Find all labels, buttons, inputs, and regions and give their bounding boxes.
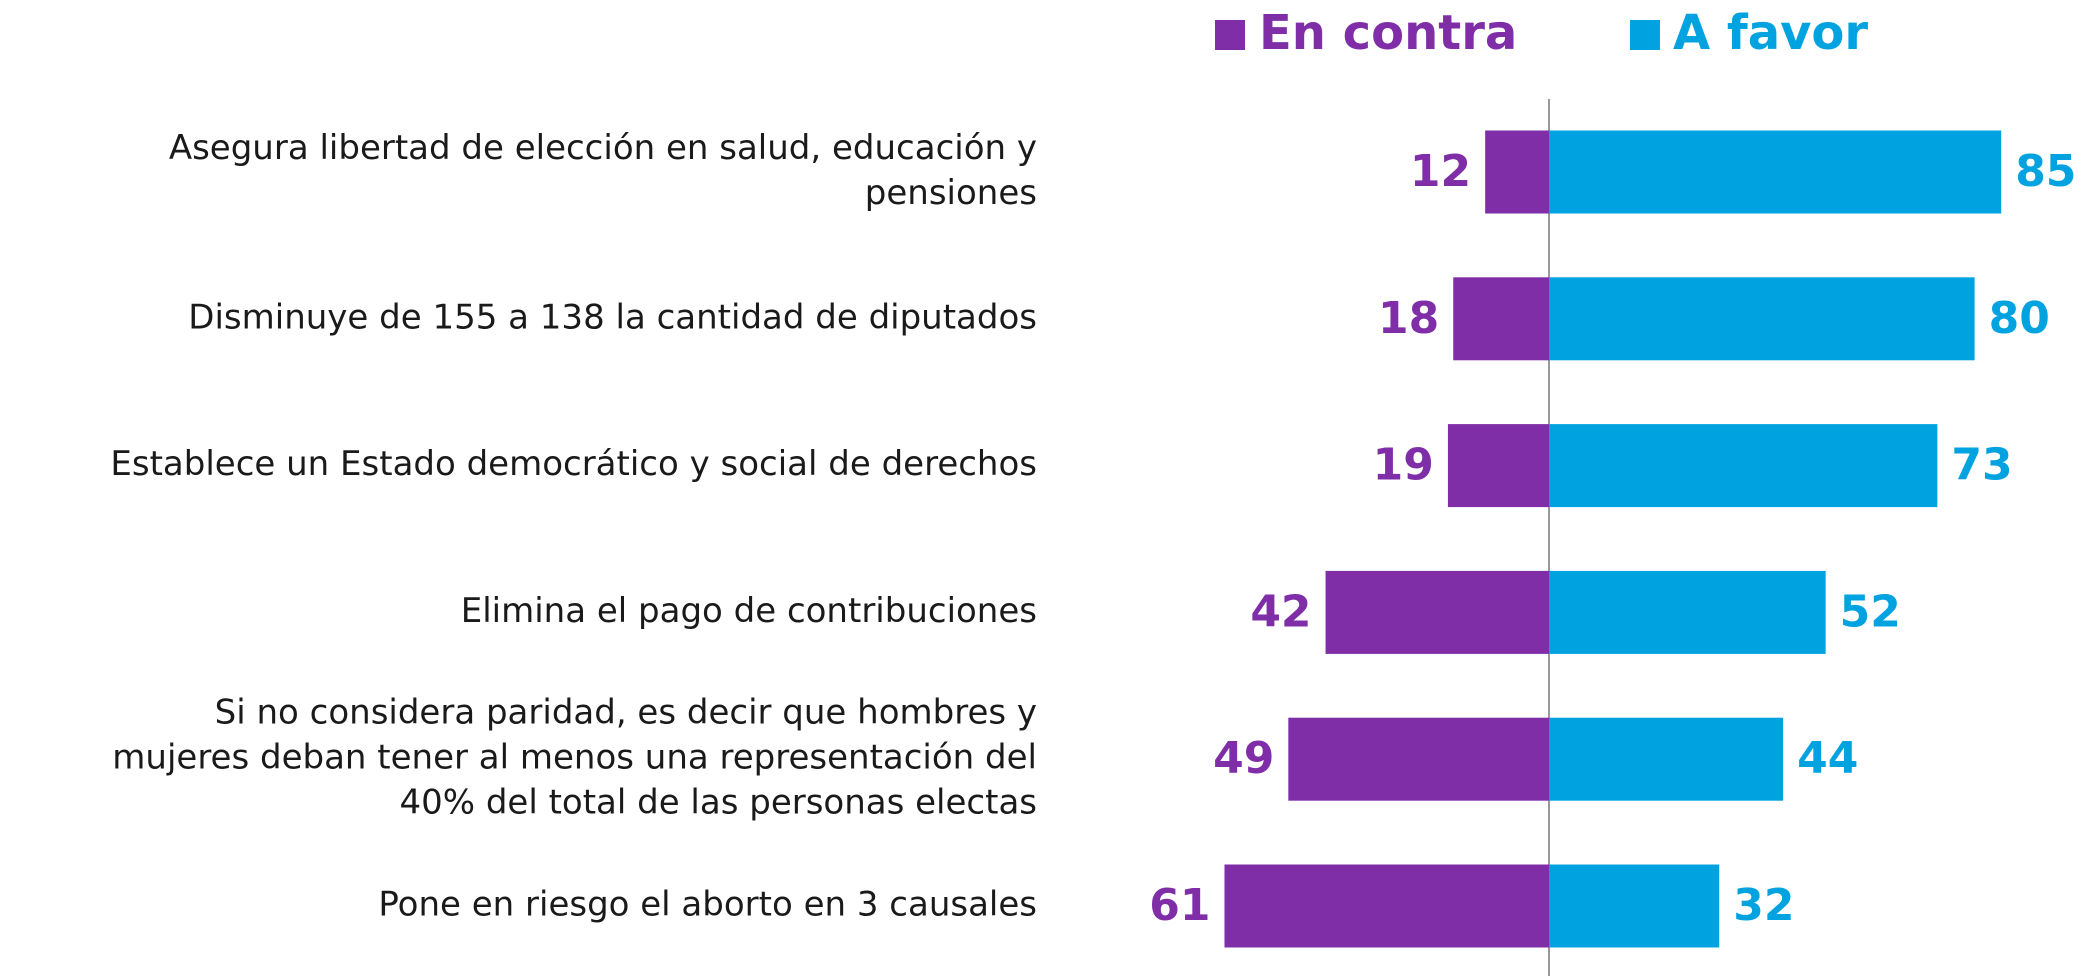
bar [1325, 570, 1549, 654]
bar [1447, 424, 1549, 508]
legend-swatch [1630, 20, 1660, 50]
value-label: 32 [1733, 880, 1794, 931]
value-label: 49 [1213, 733, 1274, 784]
category-label: Si no considera paridad, es decir que ho… [215, 693, 1037, 733]
bar [1549, 717, 1784, 801]
legend-label: A favor [1673, 5, 1868, 61]
category-label: Disminuye de 155 a 138 la cantidad de di… [188, 297, 1037, 337]
category-label: 40% del total de las personas electas [399, 783, 1037, 823]
value-label: 12 [1410, 146, 1471, 197]
bar [1485, 130, 1549, 214]
value-label: 73 [1951, 440, 2012, 491]
bar [1453, 277, 1549, 361]
value-label: 19 [1373, 440, 1434, 491]
value-label: 18 [1378, 293, 1439, 344]
category-label: pensiones [865, 173, 1037, 213]
bar [1224, 864, 1549, 948]
legend-swatch [1215, 20, 1245, 50]
bar [1549, 570, 1826, 654]
value-label: 80 [1989, 293, 2050, 344]
category-label: Establece un Estado democrático y social… [110, 444, 1037, 484]
legend-label: En contra [1259, 5, 1517, 61]
bar [1549, 864, 1720, 948]
bar [1288, 717, 1549, 801]
value-label: 44 [1797, 733, 1858, 784]
category-label: Pone en riesgo el aborto en 3 causales [378, 885, 1037, 925]
bar [1549, 424, 1938, 508]
category-label: Elimina el pago de contribuciones [461, 591, 1037, 631]
value-label: 85 [2015, 146, 2076, 197]
category-label: Asegura libertad de elección en salud, e… [169, 128, 1037, 168]
value-label: 52 [1840, 586, 1901, 637]
bar [1549, 130, 2002, 214]
value-label: 61 [1149, 880, 1210, 931]
category-label: mujeres deban tener al menos una represe… [112, 738, 1037, 778]
bar [1549, 277, 1975, 361]
value-label: 42 [1250, 586, 1311, 637]
